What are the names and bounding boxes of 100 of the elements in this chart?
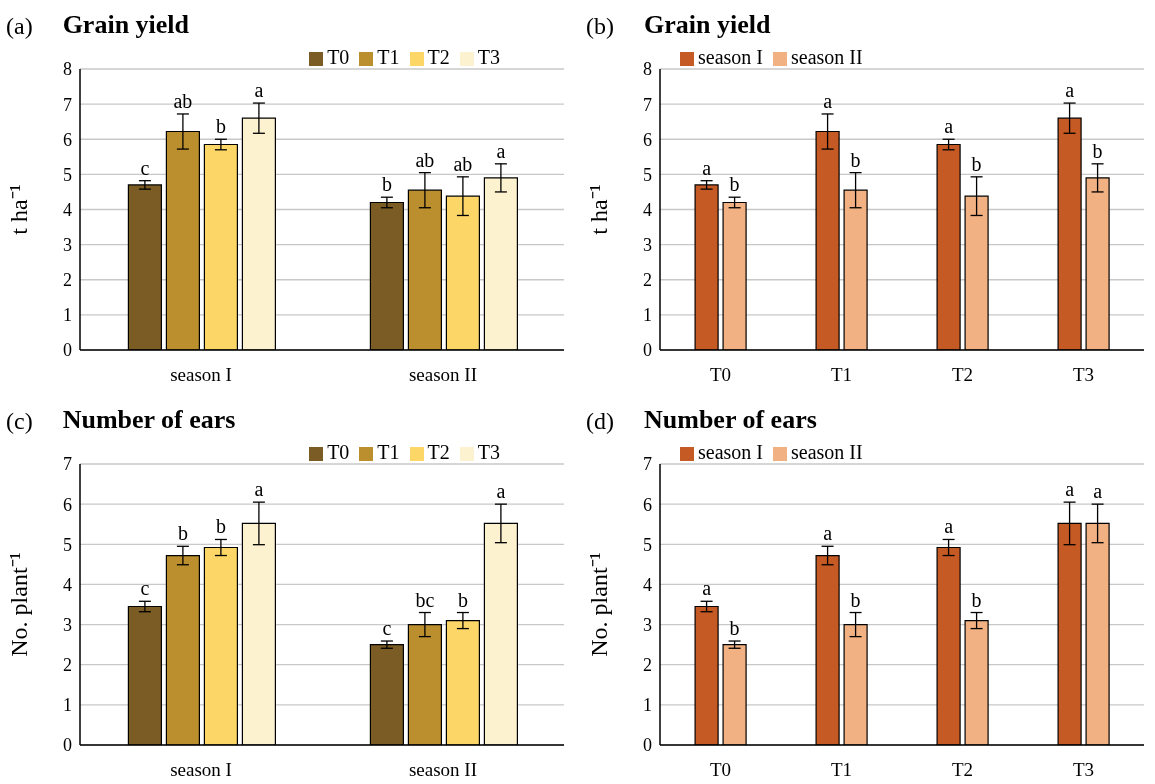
legend-label: T3 (477, 46, 500, 68)
x-tick-label: T3 (1072, 759, 1095, 781)
x-tick-label: T1 (830, 759, 853, 781)
data-label: c (382, 617, 392, 640)
text: (c) (6, 408, 33, 435)
y-tick-label: 3 (643, 614, 652, 635)
y-tick-label: 0 (643, 340, 652, 361)
data-label: a (944, 515, 954, 538)
data-label: b (850, 588, 861, 611)
legend-label: T2 (427, 441, 450, 463)
y-tick-label: 2 (643, 655, 652, 676)
y-tick-label: 3 (643, 235, 652, 256)
y-tick-label: 1 (63, 305, 72, 326)
y-axis-title: t ha⁻¹ (5, 184, 32, 235)
y-tick-label: 0 (63, 735, 72, 756)
x-tick-label: T2 (951, 364, 974, 386)
data-label: bc (415, 588, 435, 611)
data-label: a (823, 522, 833, 545)
y-tick-label: 4 (63, 199, 72, 220)
y-tick-label: 3 (63, 614, 72, 635)
y-tick-label: 6 (63, 129, 72, 150)
y-tick-label: 5 (643, 534, 652, 555)
data-label: b (215, 515, 226, 538)
data-label: c (140, 156, 150, 179)
x-tick-label: T3 (1072, 364, 1095, 386)
x-tick-label: T2 (951, 759, 974, 781)
data-label: a (254, 478, 264, 501)
x-tick-label: T1 (830, 364, 853, 386)
y-tick-label: 2 (63, 655, 72, 676)
text: (a) (6, 13, 33, 40)
legend-label: T3 (477, 441, 500, 463)
legend-label: T0 (327, 441, 350, 463)
y-tick-label: 0 (643, 735, 652, 756)
legend-label: season I (698, 46, 763, 68)
y-tick-label: 6 (643, 494, 652, 515)
data-label: a (702, 577, 712, 600)
y-tick-label: 5 (643, 164, 652, 185)
y-tick-label: 4 (63, 574, 72, 595)
data-label: b (215, 115, 226, 138)
y-tick-label: 7 (63, 454, 72, 475)
data-label: ab (453, 152, 473, 175)
data-label: a (1065, 79, 1075, 102)
y-tick-label: 0 (63, 340, 72, 361)
x-tick-label: season II (408, 759, 478, 781)
chart-title: Number of ears (643, 405, 817, 435)
y-axis-title: t ha⁻¹ (585, 184, 612, 235)
y-axis-title: No. plant⁻¹ (5, 552, 32, 657)
data-label: a (823, 89, 833, 112)
y-tick-label: 5 (63, 534, 72, 555)
y-tick-label: 2 (63, 270, 72, 291)
y-tick-label: 5 (63, 164, 72, 185)
legend-label: season I (698, 441, 763, 463)
y-tick-label: 1 (643, 305, 652, 326)
y-axis-title: No. plant⁻¹ (585, 552, 612, 657)
x-tick-label: T0 (709, 759, 732, 781)
data-label: b (729, 173, 740, 196)
legend-label: season II (790, 441, 863, 463)
y-tick-label: 8 (63, 59, 72, 80)
y-tick-label: 7 (643, 94, 652, 115)
y-tick-label: 8 (643, 59, 652, 80)
data-label: c (140, 577, 150, 600)
legend-label: T1 (377, 46, 400, 68)
data-label: a (496, 480, 506, 503)
y-tick-label: 1 (63, 695, 72, 716)
data-label: b (971, 152, 982, 175)
y-tick-label: 4 (643, 199, 652, 220)
data-label: b (729, 617, 740, 640)
legend-label: T2 (427, 46, 450, 68)
data-label: ab (415, 148, 435, 171)
y-tick-label: 2 (643, 270, 652, 291)
legend-label: T0 (327, 46, 350, 68)
data-label: b (457, 588, 468, 611)
legend-label: season II (790, 46, 863, 68)
y-tick-label: 4 (643, 574, 652, 595)
data-label: ab (173, 89, 193, 112)
x-tick-label: season II (408, 364, 478, 386)
data-label: a (1065, 478, 1075, 501)
y-tick-label: 6 (643, 129, 652, 150)
data-label: a (254, 79, 264, 102)
x-tick-label: season I (170, 364, 232, 386)
data-label: b (177, 522, 188, 545)
chart-title: Number of ears (62, 405, 236, 435)
text: (b) (586, 13, 614, 40)
chart-title: Grain yield (643, 10, 771, 40)
y-tick-label: 3 (63, 235, 72, 256)
chart-title: Grain yield (62, 10, 190, 40)
y-tick-label: 6 (63, 494, 72, 515)
data-label: a (944, 115, 954, 138)
data-label: b (381, 173, 392, 196)
data-label: b (971, 588, 982, 611)
y-tick-label: 1 (643, 695, 652, 716)
y-tick-label: 7 (63, 94, 72, 115)
data-label: b (1092, 139, 1103, 162)
text: (d) (586, 408, 614, 435)
data-label: b (850, 148, 861, 171)
data-label: a (1093, 480, 1103, 503)
data-label: a (496, 139, 506, 162)
x-tick-label: T0 (709, 364, 732, 386)
data-label: a (702, 156, 712, 179)
y-tick-label: 7 (643, 454, 652, 475)
